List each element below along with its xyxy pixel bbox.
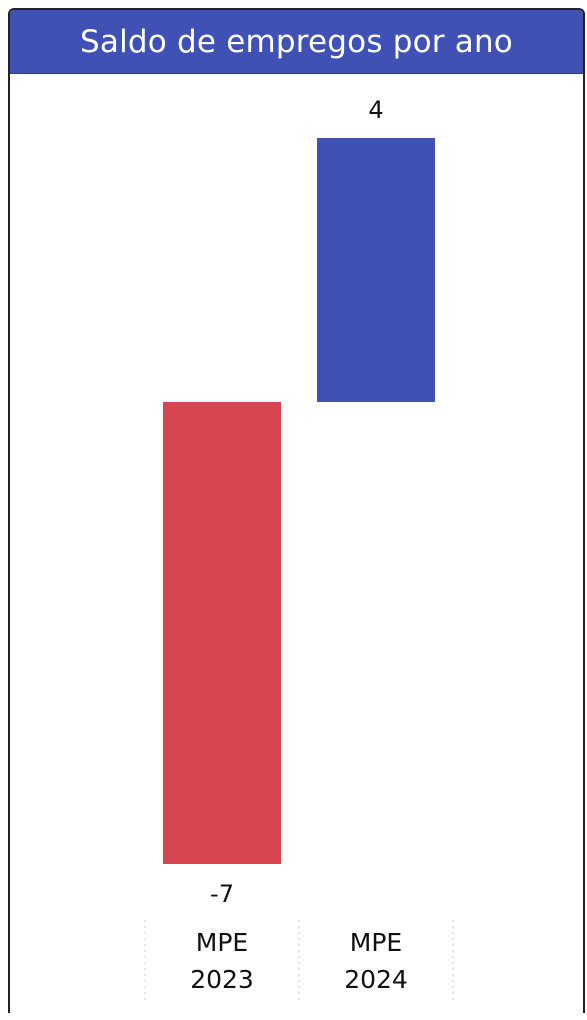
- chart-title: Saldo de empregos por ano: [80, 23, 513, 60]
- chart-panel: Saldo de empregos por ano: [8, 8, 585, 1013]
- bar-mpe-2024: [317, 138, 435, 402]
- bar-mpe-2023: [163, 402, 281, 864]
- x-tick-label: MPE: [196, 928, 248, 957]
- x-tick-label: MPE: [350, 928, 402, 957]
- data-label: 4: [368, 96, 383, 124]
- data-label: -7: [210, 880, 234, 908]
- x-tick-label: 2024: [344, 965, 408, 994]
- chart-header: Saldo de empregos por ano: [10, 10, 583, 74]
- x-tick-label: 2023: [190, 965, 254, 994]
